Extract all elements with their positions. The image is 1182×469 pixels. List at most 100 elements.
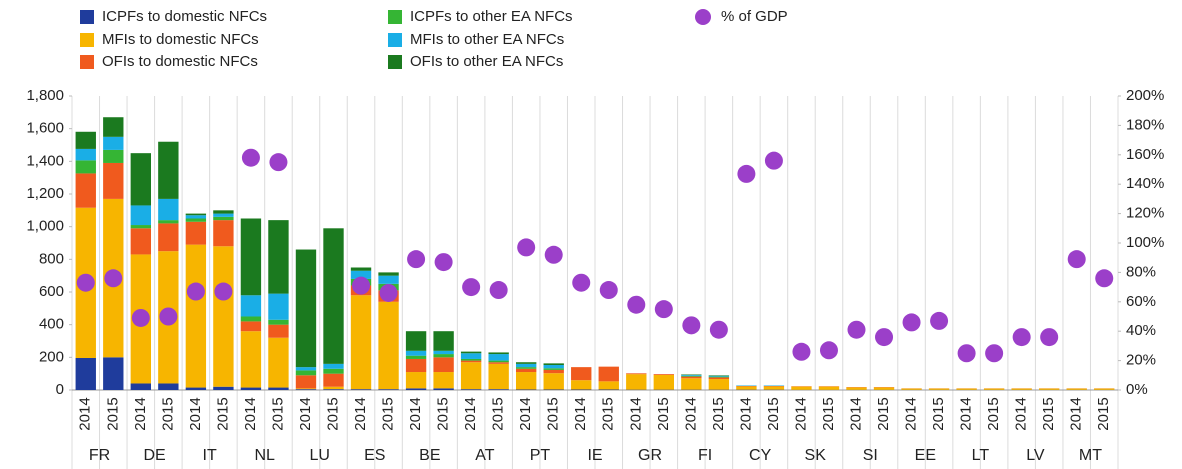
- point: [792, 342, 811, 361]
- y-tick-label: 400: [39, 316, 64, 333]
- legend-swatch: [80, 55, 94, 69]
- bar-segment: [295, 388, 317, 390]
- bar-segment: [488, 362, 509, 364]
- group-label: SK: [805, 447, 827, 464]
- bar-segment: [1011, 388, 1032, 390]
- bar-segment: [681, 375, 702, 377]
- x-tick-label: 2015: [600, 397, 617, 430]
- bar-segment: [983, 388, 1005, 390]
- x-tick-label: 2014: [1068, 397, 1085, 430]
- x-tick-label: 2014: [407, 397, 424, 430]
- y2-tick-label: 60%: [1126, 293, 1156, 310]
- point: [737, 164, 756, 183]
- bar-segment: [653, 374, 675, 390]
- bar-segment: [130, 383, 152, 390]
- point: [131, 308, 150, 327]
- point: [599, 281, 618, 300]
- bar-segment: [295, 375, 317, 389]
- point: [462, 278, 481, 297]
- bar-segment: [488, 363, 509, 390]
- bar-segment: [350, 389, 372, 390]
- x-tick-label: 2015: [710, 397, 727, 430]
- bar-segment: [240, 331, 262, 388]
- x-tick-label: 2015: [159, 397, 176, 430]
- bar-segment: [571, 380, 592, 390]
- x-tick-label: 2014: [242, 397, 259, 430]
- bar-segment: [185, 213, 207, 216]
- bar-segment: [378, 301, 399, 390]
- point: [627, 295, 646, 314]
- bar-segment: [185, 218, 207, 222]
- bar-segment: [103, 149, 124, 163]
- bar-segment: [103, 117, 124, 137]
- bar-segment: [571, 367, 592, 381]
- bar-segment: [158, 223, 179, 252]
- bar-segment: [103, 162, 124, 199]
- legend-swatch: [388, 55, 402, 69]
- bar-segment: [268, 293, 289, 320]
- y2-tick-label: 40%: [1126, 322, 1156, 339]
- x-tick-label: 2014: [847, 397, 864, 430]
- bar-segment: [1038, 388, 1060, 390]
- bar-segment: [213, 216, 234, 221]
- point: [654, 300, 673, 319]
- bar-segment: [295, 249, 317, 368]
- bar-segment: [378, 389, 399, 390]
- bar-segment: [213, 210, 234, 214]
- point: [985, 344, 1004, 363]
- bar-segment: [158, 198, 179, 221]
- y2-tick-label: 80%: [1126, 263, 1156, 280]
- x-tick-label: 2015: [1040, 397, 1057, 430]
- group-label: SI: [863, 447, 878, 464]
- x-tick-label: 2014: [572, 397, 589, 430]
- bar-segment: [543, 365, 564, 369]
- y-tick-label: 1,400: [26, 152, 64, 169]
- bar-segment: [681, 378, 702, 390]
- x-tick-label: 2015: [1095, 397, 1112, 430]
- bar-segment: [818, 386, 840, 390]
- bar-segment: [158, 383, 179, 390]
- group-label: LT: [972, 447, 990, 464]
- bar-segment: [240, 218, 262, 296]
- bar-segment: [240, 387, 262, 390]
- bar-segment: [433, 331, 454, 351]
- point: [352, 276, 371, 295]
- bar-segment: [1094, 388, 1115, 390]
- bar-segment: [488, 389, 509, 390]
- legend-swatch: [388, 33, 402, 47]
- point: [1067, 250, 1086, 269]
- bar-segment: [433, 350, 454, 355]
- bar-segment: [543, 369, 564, 374]
- bar-segment: [323, 363, 344, 369]
- point: [214, 282, 233, 301]
- y2-tick-label: 160%: [1126, 146, 1164, 163]
- bar-segment: [515, 368, 537, 373]
- point: [241, 148, 260, 167]
- bar-segment: [515, 363, 537, 368]
- y-tick-label: 0: [56, 381, 64, 398]
- x-tick-label: 2014: [187, 397, 204, 430]
- bar-segment: [350, 295, 372, 390]
- bar-segment: [405, 372, 427, 389]
- group-label: DE: [143, 447, 165, 464]
- bar-segment: [213, 220, 234, 247]
- bar-segment: [268, 337, 289, 388]
- x-tick-label: 2014: [792, 397, 809, 430]
- bar-segment: [323, 373, 344, 387]
- bar-segment: [185, 215, 207, 219]
- bar-segment: [268, 324, 289, 338]
- y-tick-label: 1,600: [26, 120, 64, 137]
- bar-segment: [295, 389, 317, 390]
- x-tick-label: 2015: [820, 397, 837, 430]
- point: [517, 238, 536, 257]
- bar-segment: [736, 386, 757, 390]
- bar-segment: [130, 225, 152, 229]
- group-label: LV: [1026, 447, 1045, 464]
- bar-segment: [185, 221, 207, 245]
- group-label: NL: [254, 447, 275, 464]
- x-tick-label: 2014: [132, 397, 149, 430]
- bar-segment: [626, 374, 647, 390]
- y-tick-label: 1,800: [26, 87, 64, 104]
- group-label: MT: [1079, 447, 1102, 464]
- point: [269, 153, 288, 172]
